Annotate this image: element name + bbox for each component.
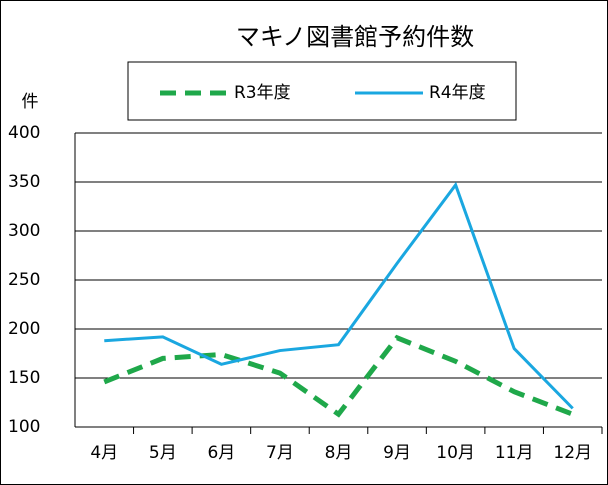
x-tick-label: 10月 — [436, 443, 475, 463]
series-line — [103, 334, 574, 418]
legend-label: R4年度 — [429, 83, 486, 103]
x-tick-label: 4月 — [90, 443, 118, 463]
y-tick-label: 150 — [8, 368, 40, 388]
y-tick-label: 400 — [8, 123, 40, 143]
series-line — [104, 181, 574, 410]
chart-title: マキノ図書館予約件数 — [236, 23, 474, 51]
x-tick-label: 7月 — [266, 443, 294, 463]
x-tick-label: 6月 — [207, 443, 235, 463]
x-tick-label: 9月 — [383, 443, 411, 463]
y-tick-label: 350 — [8, 172, 40, 192]
y-tick-label: 200 — [8, 319, 40, 339]
x-tick-label: 11月 — [495, 443, 534, 463]
x-tick-label: 8月 — [325, 443, 353, 463]
y-tick-label: 100 — [8, 417, 40, 437]
y-axis-label: 件 — [22, 92, 39, 112]
legend-label: R3年度 — [234, 83, 291, 103]
y-tick-label: 300 — [8, 221, 40, 241]
x-tick-label: 12月 — [553, 443, 592, 463]
x-tick-label: 5月 — [149, 443, 177, 463]
y-tick-label: 250 — [8, 270, 40, 290]
